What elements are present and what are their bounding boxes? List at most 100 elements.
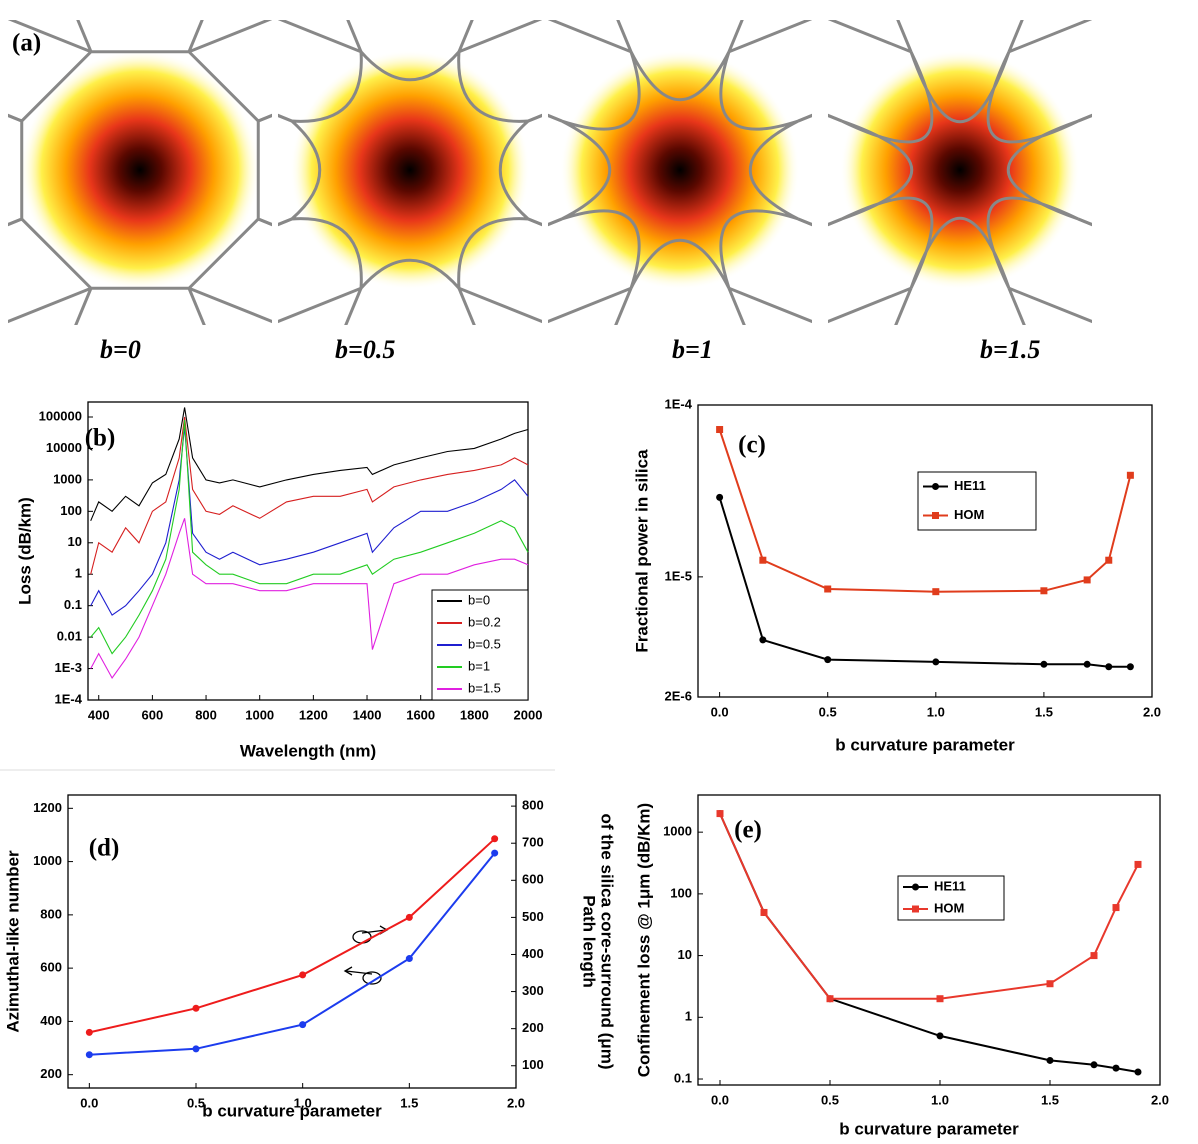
lattice	[548, 20, 812, 325]
legend-label: HOM	[954, 507, 984, 522]
legend-label: b=0	[468, 592, 490, 607]
legend-label: b=0.2	[468, 614, 501, 629]
y-tick-label: 0.1	[674, 1070, 692, 1085]
strut	[548, 286, 632, 324]
mode-image	[548, 20, 812, 325]
strut	[548, 20, 632, 54]
caption: b=1.5	[980, 335, 1040, 364]
strut	[344, 287, 363, 325]
panel-label: (d)	[89, 835, 120, 862]
x-tick-label: 2000	[514, 707, 543, 722]
y-tick-label: 2E-6	[665, 688, 692, 703]
marker	[405, 955, 413, 963]
lattice	[278, 20, 542, 325]
x-axis-label: b curvature parameter	[202, 1101, 382, 1120]
strut	[728, 286, 812, 324]
x-axis-label: Wavelength (nm)	[240, 741, 376, 760]
marker	[1134, 860, 1142, 868]
strut	[187, 287, 206, 325]
x-tick-label: 1.5	[400, 1095, 418, 1110]
panel-label: (c)	[738, 432, 766, 459]
marker	[932, 588, 940, 596]
strut	[1077, 217, 1092, 227]
x-tick-label: 1.5	[1035, 704, 1053, 719]
strut	[8, 217, 23, 227]
legend-marker	[932, 483, 939, 490]
y-tick-label: 1000	[33, 853, 62, 868]
y-tick-label: 1E-4	[55, 691, 83, 706]
x-tick-label: 800	[195, 707, 217, 722]
marker	[192, 1045, 200, 1053]
strut	[1007, 287, 1026, 325]
y2-tick-label: 200	[522, 1020, 544, 1035]
y-tick-label: 1	[685, 1009, 692, 1024]
marker	[824, 585, 832, 593]
marker	[299, 971, 307, 979]
marker	[1105, 663, 1113, 671]
marker	[936, 995, 944, 1003]
strut	[828, 286, 912, 324]
y2-axis-label: Path length	[580, 895, 599, 988]
strut	[8, 286, 92, 324]
panel-label: (b)	[85, 425, 116, 452]
legend-marker	[932, 512, 939, 519]
legend-label: HOM	[934, 900, 964, 915]
legend-box	[897, 875, 1005, 921]
strut	[346, 20, 363, 53]
x-tick-label: 1.5	[1041, 1092, 1059, 1107]
y2-axis-label: of the silica core-surround (μm)	[598, 814, 617, 1070]
x-tick-label: 0.0	[711, 704, 729, 719]
x-tick-label: 1800	[460, 707, 489, 722]
marker	[1134, 1068, 1142, 1076]
marker	[1040, 587, 1048, 595]
legend-label: b=1.5	[468, 680, 501, 695]
x-tick-label: 1200	[299, 707, 328, 722]
y2-tick-label: 800	[522, 798, 544, 813]
marker	[1046, 1056, 1054, 1064]
mode-images	[8, 20, 1092, 325]
strut	[8, 20, 92, 54]
strut	[188, 20, 272, 54]
marker	[759, 556, 767, 564]
legend-box	[917, 471, 1037, 531]
y2-tick-label: 300	[522, 983, 544, 998]
y-tick-label: 1000	[53, 471, 82, 486]
strut	[1077, 113, 1092, 123]
mode-image	[828, 20, 1092, 325]
x-tick-label: 0.5	[819, 704, 837, 719]
x-tick-label: 0.0	[80, 1095, 98, 1110]
marker	[1105, 556, 1113, 564]
y-axis-label: Fractional power in silica	[632, 449, 651, 653]
y-tick-label: 0.01	[57, 629, 82, 644]
strut	[457, 287, 476, 325]
marker	[760, 908, 768, 916]
series-line	[90, 416, 529, 575]
strut	[1007, 20, 1024, 53]
x-tick-label: 1.0	[931, 1092, 949, 1107]
strut	[1008, 20, 1092, 54]
lattice	[828, 20, 1092, 325]
x-tick-label: 1600	[406, 707, 435, 722]
caption: b=1	[672, 335, 713, 364]
y-tick-label: 10	[678, 947, 692, 962]
strut	[74, 287, 93, 325]
marker	[491, 849, 499, 857]
series-line	[89, 838, 496, 1034]
marker	[1040, 660, 1048, 668]
strut	[457, 20, 474, 53]
legend-label: b=1	[468, 658, 490, 673]
plot-frame	[87, 401, 529, 701]
marker	[1112, 1064, 1120, 1072]
marker	[824, 656, 832, 664]
y-tick-label: 1	[75, 566, 82, 581]
marker	[1083, 660, 1091, 668]
strut	[458, 286, 542, 324]
marker	[1126, 471, 1134, 479]
strut	[8, 113, 23, 123]
lattice	[8, 20, 272, 325]
legend-label: b=0.5	[468, 636, 501, 651]
cladding	[20, 50, 260, 290]
y2-tick-label: 100	[522, 1057, 544, 1072]
series-line	[89, 852, 496, 1056]
